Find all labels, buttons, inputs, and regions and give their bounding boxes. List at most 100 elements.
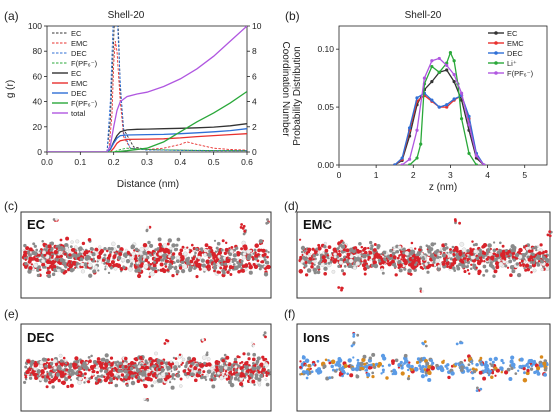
data-point-dec — [430, 98, 434, 102]
panel-a-rdf-chart: (a) Shell-20 ECEMCDECF(PF₆⁻)ECEMCDECF(PF… — [4, 9, 291, 190]
panel-c-label: (c) — [4, 199, 18, 213]
x-tick-label: 4 — [485, 170, 490, 180]
x-tick-label: 0 — [337, 170, 342, 180]
y2-tick-label: 6 — [252, 71, 257, 81]
dec-molecule-slab — [23, 331, 271, 402]
data-point-ec — [445, 68, 449, 72]
panel-a-label: (a) — [4, 9, 19, 23]
data-point-li — [474, 163, 479, 165]
chart-a-title: Shell-20 — [108, 10, 145, 21]
data-point-li — [407, 163, 412, 165]
y-tick-label: 40 — [33, 97, 43, 107]
panel-b-label: (b) — [285, 9, 300, 23]
x-tick-label: 5 — [522, 170, 527, 180]
ions-slab — [299, 331, 549, 392]
x-tick-label: 0.4 — [174, 157, 186, 167]
legend-label: Li⁺ — [507, 59, 517, 68]
data-point-li — [437, 70, 441, 74]
panel-d-label: (d) — [284, 199, 299, 213]
y-tick-label: 80 — [33, 46, 43, 56]
emc-molecule-slab — [298, 218, 553, 293]
data-point-total — [400, 163, 404, 165]
panel-d-title: EMC — [303, 217, 333, 232]
legend-marker — [494, 61, 498, 65]
data-point-ec — [452, 80, 456, 84]
y2-tick-label: 10 — [252, 21, 262, 31]
chart-b-xlabel: z (nm) — [429, 182, 457, 193]
data-point-li — [419, 142, 423, 146]
data-point-dec — [437, 105, 441, 109]
series-line-f-gr — [47, 147, 247, 152]
data-point-dec — [467, 114, 471, 118]
data-point-total — [430, 59, 434, 63]
legend-marker — [494, 41, 498, 45]
panel-e-dec-snapshot: (e) DEC — [4, 307, 272, 412]
legend-label: EC — [71, 29, 82, 38]
panel-d-emc-snapshot: (d) EMC — [284, 199, 553, 299]
data-point-emc — [445, 105, 449, 109]
y-tick-label: 20 — [33, 122, 43, 132]
data-point-dec — [407, 126, 412, 130]
data-point-total — [459, 91, 464, 95]
data-point-total — [415, 128, 419, 132]
panel-e-title: DEC — [27, 330, 55, 345]
chart-a-xlabel: Distance (nm) — [117, 179, 179, 190]
chart-a-series — [47, 26, 247, 152]
x-tick-label: 0.3 — [141, 157, 153, 167]
legend-label: F(PF₆⁻) — [71, 99, 98, 108]
legend-marker — [494, 51, 498, 55]
x-tick-label: 2 — [411, 170, 416, 180]
x-tick-label: 3 — [448, 170, 453, 180]
data-point-dec — [400, 156, 404, 160]
y-tick-label: 0 — [37, 147, 42, 157]
chart-b-ylabel: Probability Distribution — [292, 46, 303, 146]
y2-tick-label: 2 — [252, 122, 257, 132]
chart-b-axes: 0 1 2 3 4 5 0.00 0.05 0.10 — [317, 44, 527, 180]
legend-label: DEC — [71, 89, 87, 98]
legend-marker — [494, 31, 498, 35]
chart-a-ylabel: g (r) — [5, 80, 16, 98]
chart-b-series — [393, 50, 486, 165]
panel-c-ec-snapshot: (c) EC — [4, 199, 272, 299]
data-point-li — [459, 117, 464, 121]
chart-b-frame — [338, 25, 548, 166]
series-line-total — [401, 57, 485, 165]
data-point-dec — [452, 97, 456, 101]
y-tick-label: 0.05 — [317, 102, 334, 112]
series-line-total — [47, 26, 247, 152]
series-line-ec — [394, 69, 485, 165]
legend-label: EMC — [71, 39, 88, 48]
data-point-ec — [430, 80, 434, 84]
data-point-dec — [393, 163, 397, 165]
data-point-dec — [445, 103, 449, 107]
data-point-li — [430, 64, 434, 69]
series-line-dec — [47, 128, 247, 152]
data-point-total — [474, 154, 479, 158]
legend-label: EC — [71, 69, 82, 78]
legend-label: F(PF₆⁻) — [507, 69, 534, 78]
y-tick-label: 0.10 — [317, 44, 334, 54]
chart-a-ylabel-right: Coordination Number — [280, 41, 291, 137]
data-point-total — [445, 63, 449, 67]
series-line-dec-gr — [47, 26, 247, 152]
y-tick-label: 60 — [33, 71, 43, 81]
legend-label: F(PF₆⁻) — [71, 59, 98, 68]
data-point-li — [448, 51, 453, 55]
panel-f-ions-snapshot: (f) Ions — [284, 307, 551, 412]
y-tick-label: 100 — [28, 21, 42, 31]
legend-marker — [494, 71, 498, 75]
y2-tick-label: 4 — [252, 97, 257, 107]
ec-molecule-slab — [21, 218, 271, 279]
y-tick-label: 0.00 — [317, 160, 334, 170]
series-line-emc — [47, 133, 247, 152]
chart-b-title: Shell-20 — [405, 10, 442, 21]
x-tick-label: 0.0 — [41, 157, 53, 167]
data-point-total — [467, 122, 471, 127]
